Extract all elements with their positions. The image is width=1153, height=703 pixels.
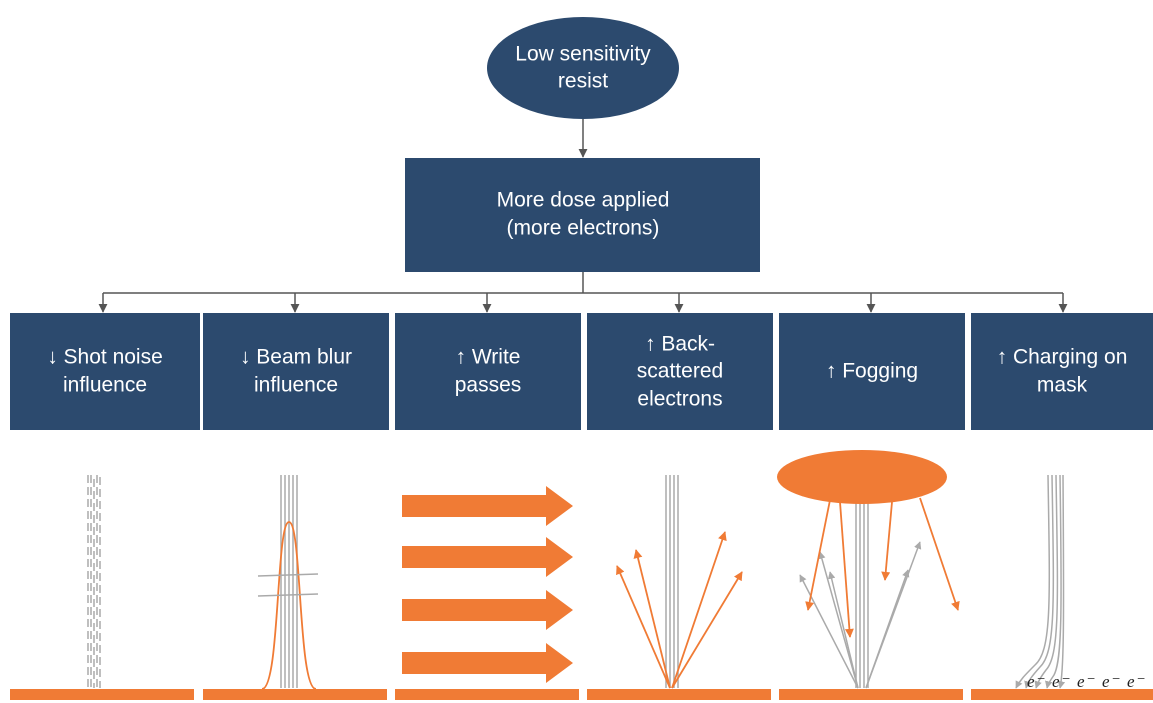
node-text: More dose applied	[497, 189, 670, 212]
effect-text: influence	[254, 374, 338, 397]
electron-label: e⁻	[1102, 672, 1121, 691]
fogging-illustration	[777, 450, 960, 689]
top-node	[487, 17, 679, 119]
effect-text: ↑ Write	[456, 346, 521, 369]
effect-text: mask	[1037, 374, 1088, 397]
effect-text: electrons	[637, 388, 722, 411]
middle-node	[405, 158, 760, 272]
shot-noise-illustration	[87, 475, 101, 688]
effect-text: ↑ Back-	[645, 333, 715, 356]
node-text: Low sensitivity	[515, 43, 651, 66]
effect-boxes	[10, 313, 1153, 430]
substrates	[10, 689, 1153, 700]
effect-text: scattered	[637, 360, 723, 383]
node-text: (more electrons)	[507, 217, 660, 240]
effect-text: ↓ Shot noise	[47, 346, 163, 369]
electron-label: e⁻	[1027, 672, 1046, 691]
node-text: resist	[558, 70, 608, 93]
connectors	[98, 272, 1068, 313]
beam-blur-illustration	[257, 475, 319, 690]
effect-text: influence	[63, 374, 147, 397]
effect-text: passes	[455, 374, 522, 397]
electron-label: e⁻	[1127, 672, 1146, 691]
effect-text: ↑ Charging on	[997, 346, 1128, 369]
backscatter-illustration	[616, 475, 743, 689]
electron-label: e⁻	[1052, 672, 1071, 691]
effect-text: ↓ Beam blur	[240, 346, 352, 369]
write-passes-illustration	[402, 486, 573, 683]
electron-label: e⁻	[1077, 672, 1096, 691]
effect-text: ↑ Fogging	[826, 360, 918, 383]
charging-illustration	[1015, 474, 1066, 689]
